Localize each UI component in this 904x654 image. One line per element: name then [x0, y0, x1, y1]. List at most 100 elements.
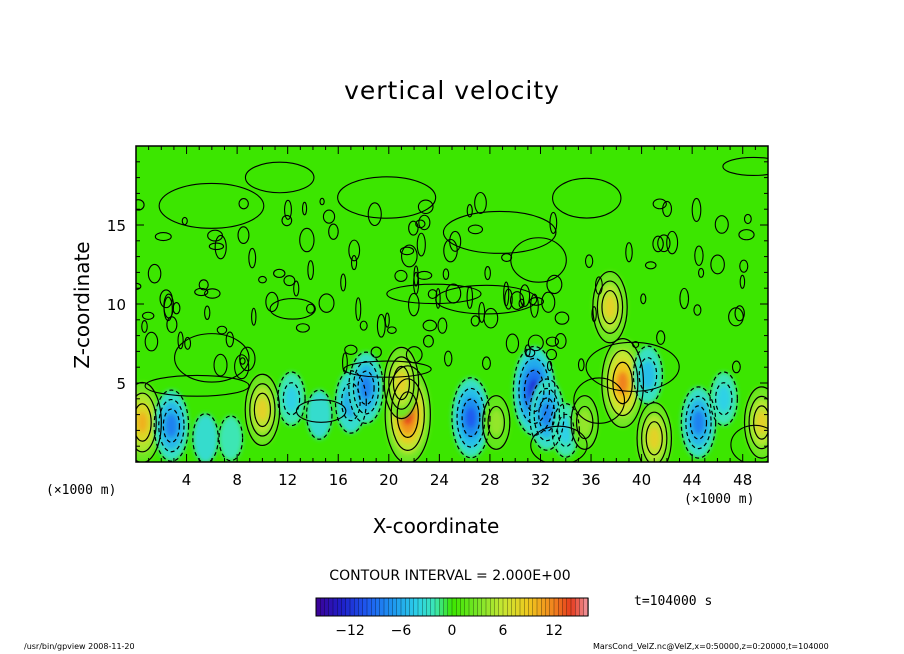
x-tick-label: 8 [232, 471, 242, 489]
contour-line [519, 284, 531, 307]
colorbar-cell [464, 597, 470, 617]
contour-line [644, 261, 657, 270]
contour-line [662, 200, 673, 218]
contour-line [376, 313, 386, 338]
contour-line [192, 413, 219, 462]
contour-line [277, 371, 306, 427]
contour-line [483, 307, 499, 329]
contour-line [652, 198, 667, 210]
contour-line [214, 234, 227, 260]
field-blob [137, 412, 148, 433]
contour-line [632, 345, 664, 405]
contour-line [640, 293, 647, 305]
contour-line [299, 227, 315, 253]
contour-line [734, 305, 745, 322]
colorbar-cell [511, 597, 517, 617]
contour-line [225, 331, 235, 348]
contour-line [194, 287, 209, 297]
contour-line [244, 161, 315, 194]
contour-line [282, 382, 301, 416]
contour-line [348, 351, 384, 424]
contour-line [136, 199, 145, 211]
contour-line [273, 268, 286, 278]
contour-interval-label: CONTOUR INTERVAL = 2.000E+00 [329, 568, 571, 584]
contour-line [154, 231, 172, 242]
field-blob [755, 410, 768, 435]
field-blob [192, 413, 219, 462]
colorbar-cell [434, 597, 440, 617]
contour-line [435, 284, 538, 315]
contour-line [638, 357, 658, 394]
contour-line [318, 293, 335, 313]
colorbar-cell [553, 597, 559, 617]
colorbar-cell [562, 597, 568, 617]
colorbar-cell [413, 597, 419, 617]
contour-line [739, 274, 746, 289]
contour-line [728, 307, 744, 327]
field-blob [395, 371, 408, 395]
contour-line [518, 357, 551, 425]
contour-line [305, 389, 333, 440]
contour-line [269, 298, 316, 320]
field-blob [219, 415, 243, 461]
colorbar: −12 −6 0 6 12 [315, 597, 589, 639]
contour-line [204, 288, 221, 299]
colorbar-cell [332, 597, 338, 617]
x-tick-label: 24 [430, 471, 449, 489]
contour-line [685, 395, 712, 450]
contour-line [213, 353, 228, 377]
contour-line [341, 382, 361, 422]
colorbar-cell [549, 597, 555, 617]
colorbar-cell [558, 597, 564, 617]
contour-line [394, 269, 408, 282]
colorbar-cell [417, 597, 423, 617]
contour-line [158, 398, 185, 453]
contour-line [301, 201, 308, 216]
contour-line [359, 320, 368, 331]
contour-line [343, 360, 432, 378]
field-blob [604, 295, 616, 320]
x-axis-label: X-coordinate [372, 514, 500, 538]
contour-line [743, 386, 768, 459]
contour-line [307, 260, 314, 281]
field-blob [306, 390, 332, 440]
colorbar-cell [320, 597, 326, 617]
contour-line [573, 377, 626, 424]
x-unit-label-left: (×1000 m) [46, 483, 117, 498]
contour-line [319, 197, 325, 206]
colorbar-cell [473, 597, 479, 617]
contour-line [198, 279, 209, 291]
contour-line [451, 377, 491, 459]
contour-line [691, 197, 702, 222]
x-axis: 4 8 12 16 20 24 28 32 36 40 44 48 [148, 146, 756, 489]
colorbar-tick-label: 6 [499, 623, 508, 639]
contour-line [340, 273, 347, 292]
contour-line [652, 235, 664, 253]
colorbar-cell [468, 597, 474, 617]
contour-line [141, 320, 148, 333]
x-tick-label: 20 [379, 471, 398, 489]
contour-line [557, 413, 575, 448]
contour-line [645, 421, 663, 456]
contour-line [258, 275, 267, 284]
contour-line [554, 333, 567, 349]
contour-line [144, 331, 159, 352]
colorbar-tick-label: −12 [335, 623, 365, 639]
contour-line [239, 357, 246, 365]
colorbar-cell [460, 597, 466, 617]
colorbar-cell [405, 597, 411, 617]
field-blob [558, 417, 573, 444]
contour-line [625, 242, 633, 263]
contour-line [423, 334, 434, 348]
contour-line [739, 259, 749, 273]
field-blob [489, 409, 504, 436]
field-blob [256, 397, 269, 422]
contour-line [551, 403, 580, 458]
colorbar-cell [349, 597, 355, 617]
contour-line [216, 325, 228, 335]
contour-line [383, 346, 420, 420]
field-blob [165, 413, 178, 438]
contour-line [416, 270, 433, 280]
contour-line [283, 275, 296, 287]
